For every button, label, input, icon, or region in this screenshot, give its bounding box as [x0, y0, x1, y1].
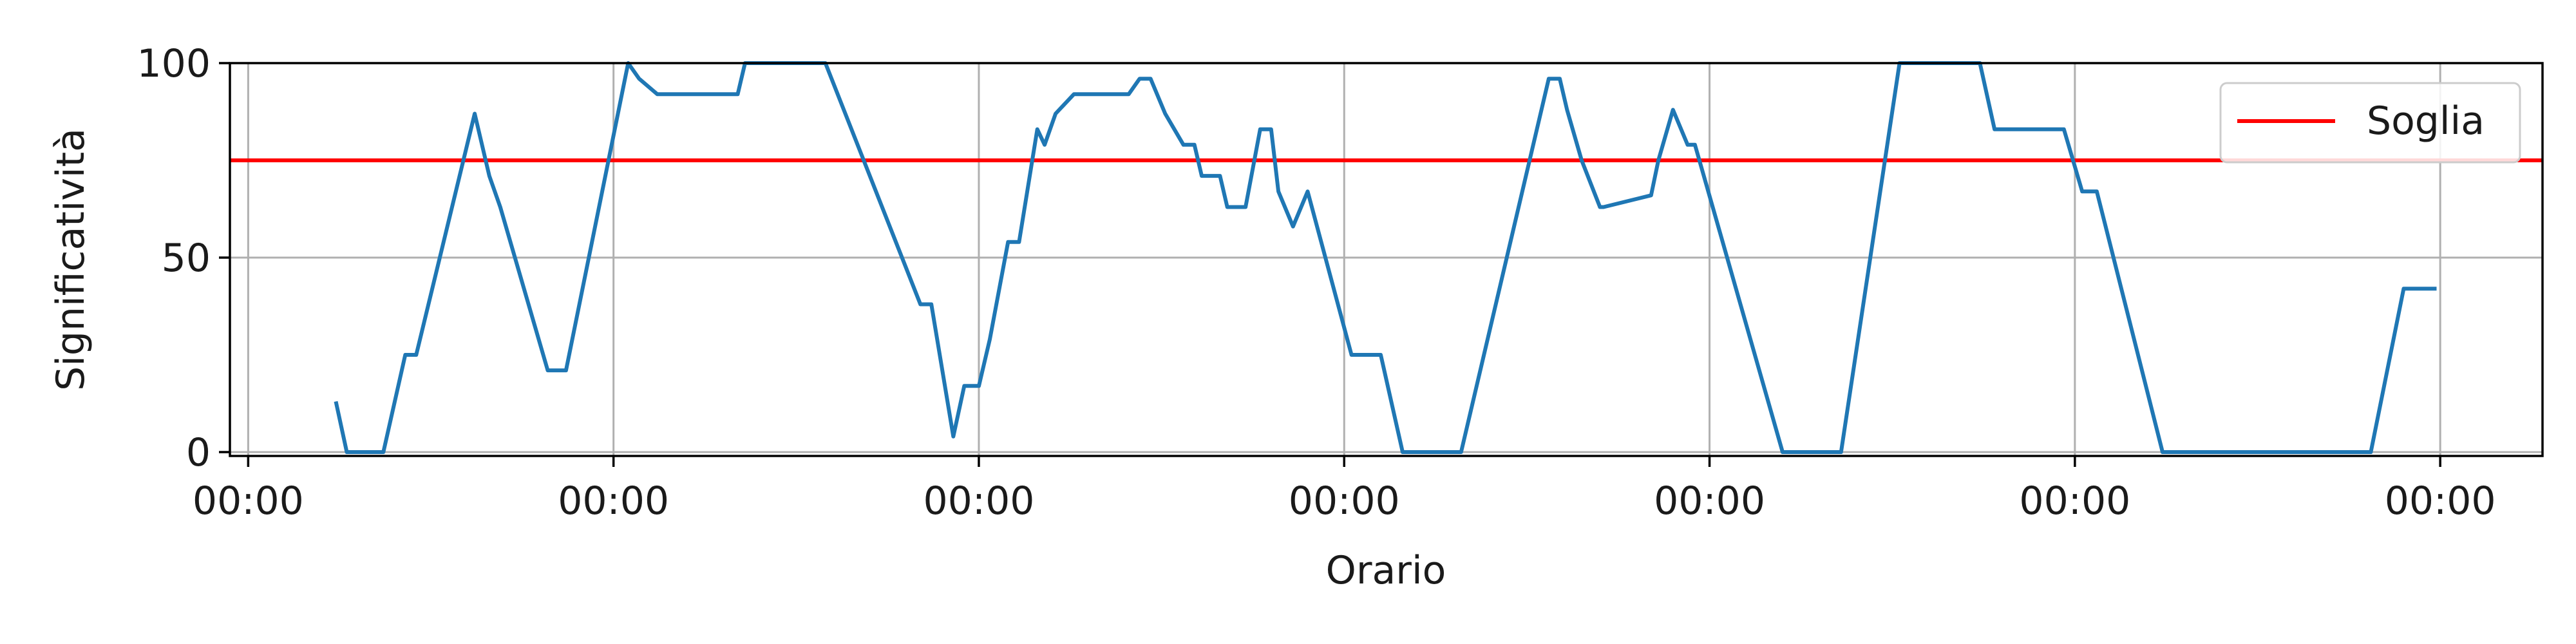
x-tick-label: 00:00 [193, 478, 304, 524]
legend-label-soglia: Soglia [2367, 99, 2485, 144]
x-tick-label: 00:00 [2385, 478, 2496, 524]
legend-box [2219, 82, 2521, 164]
x-tick-label: 00:00 [1654, 478, 1765, 524]
x-tick-label: 00:00 [2019, 478, 2130, 524]
x-axis-ticks: 00:00 00:00 00:00 00:00 00:00 00:00 00:00 [193, 456, 2496, 524]
y-tick-label: 50 [162, 236, 211, 281]
series-line [334, 61, 2437, 454]
series-polyline [334, 61, 2437, 454]
plot-frame [229, 62, 2544, 457]
y-tick-label: 0 [186, 430, 211, 475]
x-tick-label: 00:00 [558, 478, 669, 524]
grid-lines [230, 62, 2543, 456]
x-tick-label: 00:00 [1289, 478, 1400, 524]
x-tick-label: 00:00 [923, 478, 1035, 524]
y-axis-label: Significatività [48, 128, 93, 391]
x-axis-label: Orario [1326, 548, 1446, 593]
legend: Soglia [2219, 82, 2521, 164]
y-tick-label: 100 [137, 41, 211, 86]
y-axis-ticks: 0 50 100 [137, 41, 230, 475]
